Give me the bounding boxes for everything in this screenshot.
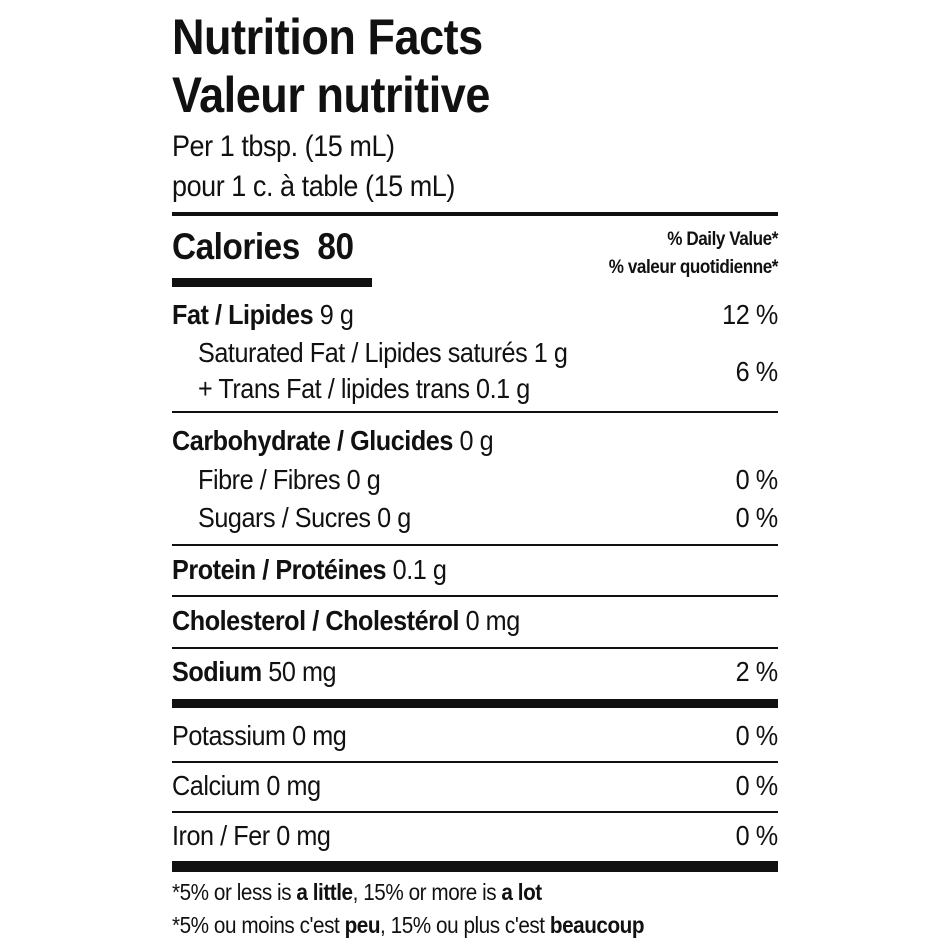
calcium-row: Calcium 0 mg xyxy=(172,770,321,801)
divider xyxy=(172,212,778,216)
calories-label: Calories xyxy=(172,226,300,267)
calcium-dv: 0 % xyxy=(735,770,779,801)
serving-size-en: Per 1 tbsp. (15 mL) xyxy=(172,130,395,163)
serving-size-fr: pour 1 c. à table (15 mL) xyxy=(172,170,455,203)
trans-fat-row: + Trans Fat / lipides trans 0.1 g xyxy=(198,373,530,404)
calories-value: 80 xyxy=(317,226,354,267)
divider xyxy=(172,411,778,413)
divider xyxy=(172,544,778,546)
footnote-fr: *5% ou moins c'est peu, 15% ou plus c'es… xyxy=(172,912,645,938)
iron-dv: 0 % xyxy=(735,820,779,851)
thick-divider xyxy=(172,699,778,708)
fibre-row: Fibre / Fibres 0 g xyxy=(198,464,381,495)
divider xyxy=(172,595,778,597)
dv-header-fr: % valeur quotidienne* xyxy=(608,257,779,278)
protein-row: Protein / Protéines 0.1 g xyxy=(172,554,447,585)
potassium-dv: 0 % xyxy=(735,720,779,751)
calories-bar xyxy=(172,278,372,287)
sodium-dv: 2 % xyxy=(735,656,779,687)
divider xyxy=(172,811,778,813)
carbohydrate-row: Carbohydrate / Glucides 0 g xyxy=(172,425,494,456)
fat-row: Fat / Lipides 9 g xyxy=(172,299,354,330)
title-en: Nutrition Facts xyxy=(172,9,483,65)
sugars-row: Sugars / Sucres 0 g xyxy=(198,502,411,533)
sat-trans-dv: 6 % xyxy=(735,356,779,387)
divider xyxy=(172,647,778,649)
sodium-row: Sodium 50 mg xyxy=(172,656,337,687)
cholesterol-row: Cholesterol / Cholestérol 0 mg xyxy=(172,605,520,636)
saturated-fat-row: Saturated Fat / Lipides saturés 1 g xyxy=(198,337,568,368)
footnote-en: *5% or less is a little, 15% or more is … xyxy=(172,879,542,905)
dv-header-en: % Daily Value* xyxy=(667,229,778,250)
thick-divider xyxy=(172,861,778,872)
sugars-dv: 0 % xyxy=(735,502,779,533)
divider xyxy=(172,761,778,763)
fat-dv: 12 % xyxy=(722,299,778,330)
title-fr: Valeur nutritive xyxy=(172,67,490,123)
iron-row: Iron / Fer 0 mg xyxy=(172,820,331,851)
calories: Calories 80 xyxy=(172,226,354,268)
potassium-row: Potassium 0 mg xyxy=(172,720,347,751)
fibre-dv: 0 % xyxy=(735,464,779,495)
